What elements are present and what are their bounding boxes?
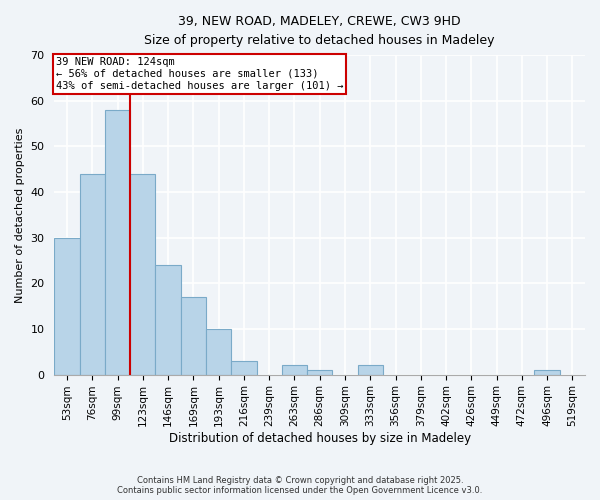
Text: 39 NEW ROAD: 124sqm
← 56% of detached houses are smaller (133)
43% of semi-detac: 39 NEW ROAD: 124sqm ← 56% of detached ho… bbox=[56, 58, 343, 90]
Bar bbox=[55, 238, 80, 374]
Bar bbox=[181, 297, 206, 374]
Bar bbox=[80, 174, 105, 374]
X-axis label: Distribution of detached houses by size in Madeley: Distribution of detached houses by size … bbox=[169, 432, 471, 445]
Y-axis label: Number of detached properties: Number of detached properties bbox=[15, 127, 25, 302]
Title: 39, NEW ROAD, MADELEY, CREWE, CW3 9HD
Size of property relative to detached hous: 39, NEW ROAD, MADELEY, CREWE, CW3 9HD Si… bbox=[145, 15, 495, 47]
Bar bbox=[130, 174, 155, 374]
Bar bbox=[105, 110, 130, 374]
Bar bbox=[155, 265, 181, 374]
Bar bbox=[535, 370, 560, 374]
Text: Contains HM Land Registry data © Crown copyright and database right 2025.
Contai: Contains HM Land Registry data © Crown c… bbox=[118, 476, 482, 495]
Bar bbox=[231, 361, 257, 374]
Bar bbox=[206, 329, 231, 374]
Bar bbox=[358, 366, 383, 374]
Bar bbox=[307, 370, 332, 374]
Bar bbox=[282, 366, 307, 374]
